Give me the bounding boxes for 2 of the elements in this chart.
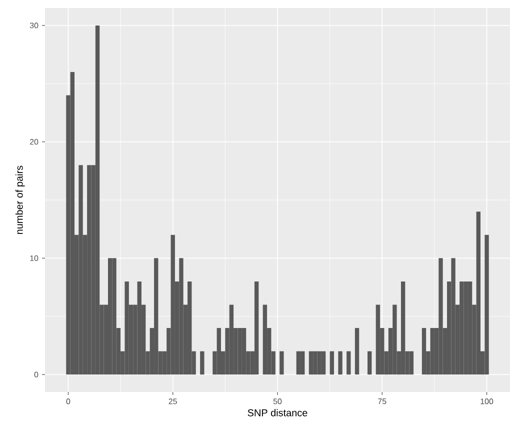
y-axis-title: number of pairs xyxy=(15,166,25,234)
x-axis-title: SNP distance xyxy=(248,409,308,416)
